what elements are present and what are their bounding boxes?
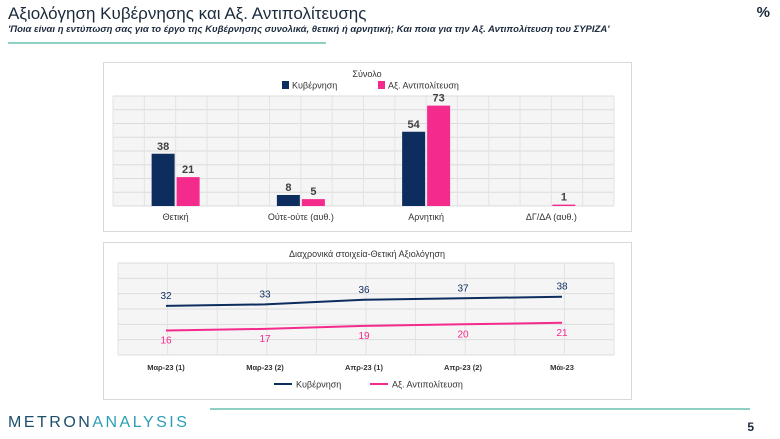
bar-value-label: 54 (408, 119, 421, 131)
bar-chart-title: Σύνολο (352, 69, 381, 79)
line-chart-panel: Διαχρονικά στοιχεία-Θετική Αξιολόγηση 32 3… (103, 242, 632, 400)
bar-opposition (176, 177, 200, 206)
bar-chart-panel: Σύνολο Κυβέρνηση Αξ. Αντιπολίτευση 38 21 Θετι… (103, 62, 632, 232)
category-label: Αρνητική (408, 212, 444, 222)
series-line-government (165, 295, 563, 307)
logo-text-analysis: ANALYSIS (92, 414, 190, 431)
bar-opposition (301, 199, 325, 206)
bar-value-label: 8 (285, 182, 291, 194)
data-label-opposition: 20 (457, 329, 469, 340)
legend-label-opposition: Αξ. Αντιπολίτευση (392, 380, 463, 390)
data-label-opposition: 19 (358, 331, 370, 342)
bar-government (151, 153, 175, 206)
bar-government (402, 131, 426, 206)
bar-value-label: 21 (182, 164, 194, 176)
category-label: Θετική (163, 212, 189, 222)
data-label-government: 36 (358, 285, 370, 296)
category-label: ΔΓ/ΔΑ (αυθ.) (526, 212, 577, 222)
data-label-opposition: 16 (160, 335, 172, 346)
bar-value-label: 73 (433, 93, 445, 105)
series-line-opposition (165, 321, 563, 332)
percent-sign: % (756, 4, 770, 21)
legend-swatch-government (282, 81, 289, 89)
data-label-government: 33 (259, 289, 271, 300)
category-label: Ούτε-ούτε (αυθ.) (268, 212, 334, 222)
bar-government (276, 195, 300, 206)
x-tick-label: Μάι-23 (550, 363, 574, 372)
data-label-government: 38 (556, 282, 568, 293)
x-tick-label: Μαρ-23 (2) (246, 363, 284, 372)
x-tick-label: Απρ-23 (2) (444, 363, 482, 372)
bar-opposition (427, 105, 451, 206)
logo-text-metron: METRON (8, 414, 93, 431)
data-label-opposition: 21 (556, 328, 568, 339)
bar-value-label: 1 (561, 192, 567, 204)
line-chart: Διαχρονικά στοιχεία-Θετική Αξιολόγηση 32 3… (117, 249, 615, 390)
legend-label-opposition: Αξ. Αντιπολίτευση (388, 81, 459, 91)
x-tick-label: Μαρ-23 (1) (147, 363, 185, 372)
x-tick-label: Απρ-23 (1) (345, 363, 383, 372)
data-label-government: 32 (160, 291, 172, 302)
legend-swatch-opposition (378, 81, 385, 89)
data-label-opposition: 17 (259, 334, 271, 345)
bar-value-label: 5 (310, 186, 316, 198)
legend-label-government: Κυβέρνηση (296, 380, 341, 390)
survey-question: 'Ποια είναι η εντύπωση σας για το έργο τ… (8, 24, 610, 35)
bar-opposition (552, 204, 576, 206)
bar-chart: Σύνολο Κυβέρνηση Αξ. Αντιπολίτευση 38 21 Θετι… (112, 69, 615, 222)
line-chart-title: Διαχρονικά στοιχεία-Θετική Αξιολόγηση (289, 249, 445, 259)
title-underline (8, 42, 326, 44)
footer-rule (210, 408, 750, 410)
page-title: Αξιολόγηση Κυβέρνησης και Αξ. Αντιπολίτε… (8, 4, 367, 23)
data-label-government: 37 (457, 283, 469, 294)
bar-value-label: 38 (157, 141, 169, 153)
legend-label-government: Κυβέρνηση (292, 81, 337, 91)
page-number: 5 (747, 420, 754, 434)
metron-analysis-logo: METRONANALYSIS (8, 414, 189, 432)
